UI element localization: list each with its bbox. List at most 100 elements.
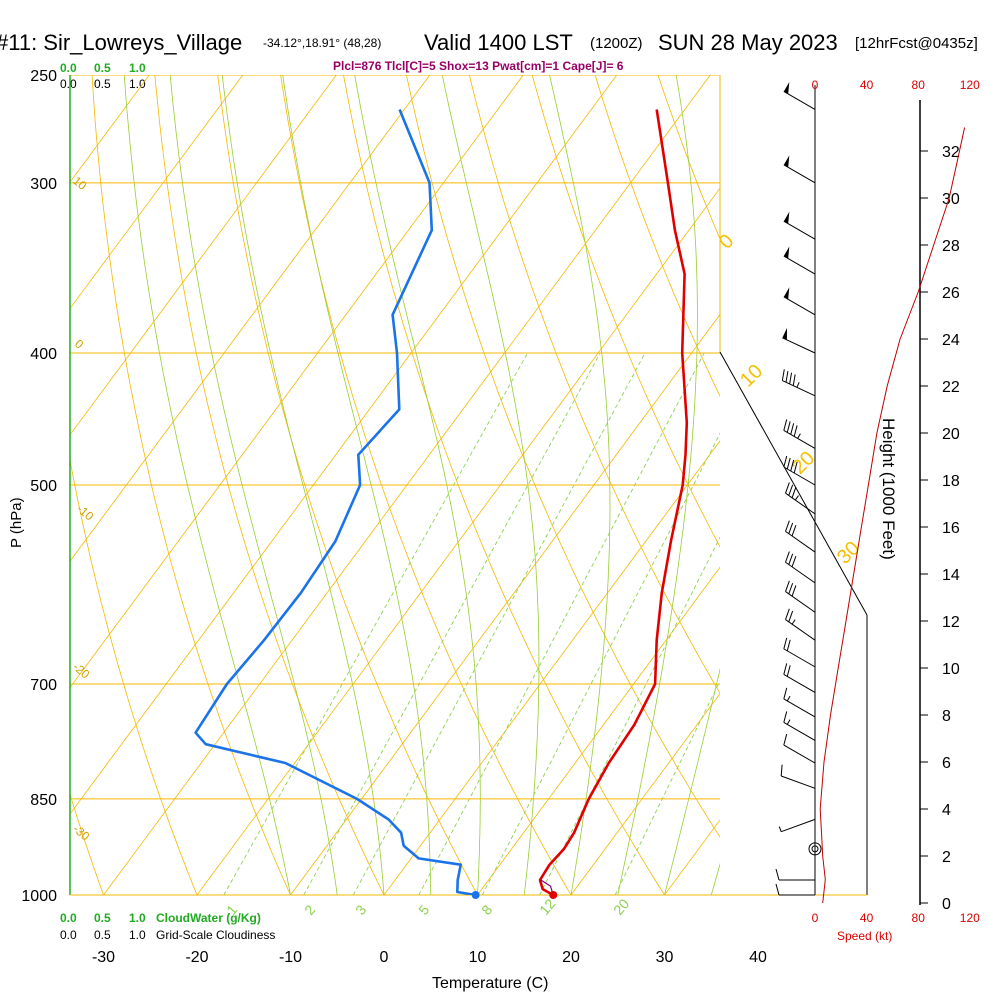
wind-barb-feather <box>788 553 794 565</box>
height-tick-label: 30 <box>942 191 960 208</box>
temperature-line <box>538 109 689 895</box>
calm-wind-symbol <box>808 842 822 856</box>
temperature-tick-label: 40 <box>749 949 767 966</box>
stability-indices: Plcl=876 Tlcl[C]=5 Shox=13 Pwat[cm]=1 Ca… <box>333 59 624 73</box>
wind-barb-feather <box>781 369 785 381</box>
zulu-time: (1200Z) <box>590 35 643 52</box>
mixing-ratio-line <box>223 352 528 895</box>
isotherm-line <box>70 75 244 310</box>
surface-dewpoint-point <box>471 891 480 899</box>
wind-barb-feather <box>775 883 780 896</box>
wind-barb-pennant <box>783 287 790 300</box>
station-title: #11: Sir_Lowreys_Village <box>0 30 242 55</box>
wind-barb-feather <box>785 520 790 532</box>
dry-adiabat-line <box>154 75 385 895</box>
moist-adiabat-line <box>169 75 338 895</box>
wind-barb-feather <box>785 482 790 494</box>
wind-barb-feather <box>786 421 791 433</box>
wind-barb-half-feather <box>797 433 801 439</box>
wind-barb-staff <box>785 619 816 641</box>
top-cloud-scale-0: 0.0 <box>60 61 77 75</box>
moist-adiabat-label: 30 <box>833 537 864 568</box>
wind-barb-staff <box>785 561 816 584</box>
top-cloudiness-scale-1: 0.5 <box>94 77 111 91</box>
dry-adiabat-label: 0 <box>72 337 86 352</box>
wind-barb-staff <box>785 492 816 515</box>
temperature-tick-label: 30 <box>656 949 674 966</box>
moist-adiabat-label: 0 <box>715 230 738 253</box>
dry-adiabat-line <box>973 75 1000 895</box>
dry-adiabat-label: 10 <box>70 174 89 194</box>
moist-adiabat-label: 10 <box>736 360 767 391</box>
height-tick-label: 10 <box>942 661 960 678</box>
height-tick-label: 28 <box>942 238 960 255</box>
wind-barb-feather <box>791 585 797 597</box>
wind-barb-staff <box>783 220 816 240</box>
pressure-tick-label: 700 <box>30 677 57 694</box>
wind-barb-feather <box>785 608 790 620</box>
forecast-info: [12hrFcst@0435z] <box>855 35 978 52</box>
wind-barb-feather <box>783 419 788 431</box>
wind-barb-feather <box>783 733 788 746</box>
wind-barb-staff <box>783 164 816 184</box>
dry-adiabat-label: -20 <box>70 660 93 682</box>
wind-speed-scale-bottom: 0 <box>812 911 819 925</box>
top-cloudiness-scale-0: 0.0 <box>60 77 77 91</box>
wind-barb-pennant <box>783 246 790 259</box>
wind-barb-staff <box>783 673 816 693</box>
wind-barb-feather <box>788 484 794 496</box>
wind-barb-feather <box>789 372 793 385</box>
pressure-tick-label: 850 <box>30 792 57 809</box>
wind-barb-half-feather <box>791 619 796 625</box>
mixing-ratio-line <box>418 352 705 895</box>
moist-adiabat-line <box>441 75 540 895</box>
moist-adiabat-line <box>549 75 611 895</box>
mixing-ratio-label: 5 <box>415 902 432 918</box>
dry-adiabat-line <box>531 75 720 548</box>
moist-adiabat-line <box>664 667 720 895</box>
bottom-cloud-scale-2: 1.0 <box>129 911 146 925</box>
top-cloudiness-scale-2: 1.0 <box>129 77 146 91</box>
height-tick-label: 0 <box>942 896 951 913</box>
wind-barb-feather <box>785 370 789 383</box>
wind-barb-staff <box>785 530 816 553</box>
wind-speed-scale-top: 40 <box>860 78 874 92</box>
wind-barb-feather <box>785 580 790 592</box>
wind-barb-feather <box>783 663 788 675</box>
wind-barb-half-feather <box>786 719 791 725</box>
mixing-ratio-line <box>481 432 720 895</box>
dry-adiabat-line <box>406 75 720 838</box>
bottom-cloudiness-scale-2: 1.0 <box>129 928 146 942</box>
height-tick-label: 14 <box>942 567 960 584</box>
moist-adiabat-line <box>123 75 291 895</box>
mixing-ratio-line <box>303 352 601 895</box>
height-tick-label: 2 <box>942 849 951 866</box>
wind-barb-pennant <box>783 211 790 224</box>
dewpoint-line <box>194 109 476 895</box>
bottom-cloud-scale-1: 0.5 <box>94 911 111 925</box>
tropopause-diagonal <box>719 351 868 616</box>
wind-barb-feather <box>790 423 795 435</box>
mixing-ratio-label: 3 <box>352 902 369 918</box>
wind-barb-feather <box>793 461 798 474</box>
top-cloud-scale-1: 0.5 <box>94 61 111 75</box>
wind-barb-feather <box>783 687 788 700</box>
cloudiness-label: Grid-Scale Cloudiness <box>156 928 275 942</box>
wind-barb-staff <box>783 466 816 486</box>
wind-barb-feather <box>786 639 791 652</box>
valid-time: Valid 1400 LST <box>424 30 573 55</box>
height-tick-label: 26 <box>942 285 960 302</box>
wind-barb-feather <box>786 457 791 470</box>
cloudwater-label: CloudWater (g/Kg) <box>156 911 261 925</box>
wind-barb-half-feather <box>796 382 800 388</box>
moist-adiabat-line <box>282 75 432 895</box>
moist-adiabat-line <box>354 75 481 895</box>
height-tick-label: 24 <box>942 332 960 349</box>
dry-adiabat-line <box>343 75 665 895</box>
height-tick-label: 20 <box>942 426 960 443</box>
wind-barb-feather <box>791 486 797 498</box>
wind-barb-feather <box>791 525 797 537</box>
mixing-ratio-label: 12 <box>536 896 558 918</box>
wind-speed-scale-bottom: 40 <box>860 911 874 925</box>
